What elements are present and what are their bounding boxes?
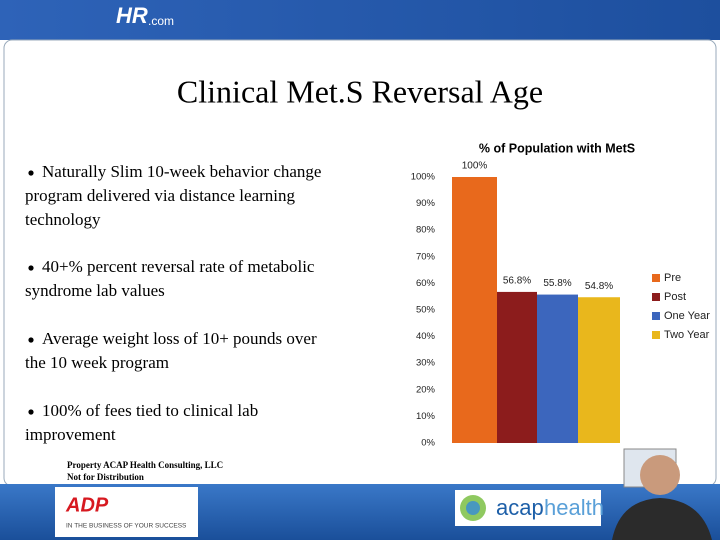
bullet-text: Naturally Slim 10-week behavior change [42,162,321,181]
bullet-dot [28,337,34,343]
header-band [0,0,720,40]
person-head [640,455,680,495]
bullet-text: 40+% percent reversal rate of metabolic [42,257,315,276]
y-tick-label: 100% [411,172,436,183]
bullet-dot [28,170,34,176]
legend-swatch [652,312,660,320]
y-tick-label: 80% [416,225,436,236]
acap-logo-icon [466,501,480,515]
adp-logo: ADP [65,494,109,516]
acap-logo: acap [496,495,544,520]
bullet-list: Naturally Slim 10-week behavior change pr… [25,162,321,444]
bullet-text: technology [25,210,101,229]
bar [452,177,497,443]
bullet-text: syndrome lab values [25,281,165,300]
bar [497,291,537,443]
header-logo: HR [116,3,148,28]
bullet-text: program delivered via distance learning [25,186,295,205]
legend-label: Post [664,291,686,303]
y-tick-label: 20% [416,384,436,395]
legend-swatch [652,331,660,339]
legend-label: One Year [664,310,710,322]
value-label: 54.8% [585,281,613,292]
y-tick-label: 60% [416,278,436,289]
legend-label: Two Year [664,329,710,341]
bar [578,297,620,443]
legend-swatch [652,293,660,301]
bullet-text: improvement [25,425,116,444]
footnote: Not for Distribution [67,472,144,482]
y-tick-label: 90% [416,198,436,209]
legend-label: Pre [664,272,681,284]
acap-logo-suffix: health [544,495,604,520]
value-label: 55.8% [543,278,571,289]
bullet-text: the 10 week program [25,353,169,372]
y-tick-label: 30% [416,358,436,369]
person-body [612,498,712,540]
header-logo-suffix: .com [148,14,174,28]
value-label: 56.8% [503,276,531,287]
y-tick-label: 0% [421,438,435,449]
adp-logo-box [55,487,198,537]
chart-title: % of Population with MetS [479,141,635,155]
bullet-dot [28,265,34,271]
legend-swatch [652,274,660,282]
value-label: 100% [462,161,488,172]
bullet-text: 100% of fees tied to clinical lab [42,401,258,420]
y-tick-label: 50% [416,305,436,316]
y-tick-label: 40% [416,331,436,342]
slide-title: Clinical Met.S Reversal Age [177,73,543,109]
adp-tagline: IN THE BUSINESS OF YOUR SUCCESS [66,523,187,530]
bullet-text: Average weight loss of 10+ pounds over [42,329,317,348]
y-tick-label: 10% [416,411,436,422]
bar [537,294,578,443]
footnote: Property ACAP Health Consulting, LLC [67,460,223,470]
bullet-dot [28,409,34,415]
y-tick-label: 70% [416,251,436,262]
